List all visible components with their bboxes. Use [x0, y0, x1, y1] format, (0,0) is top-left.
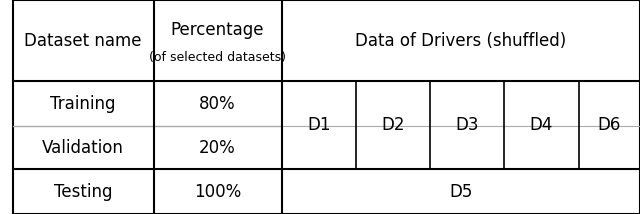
- Text: 80%: 80%: [199, 95, 236, 113]
- Text: 20%: 20%: [199, 139, 236, 157]
- Text: Data of Drivers (shuffled): Data of Drivers (shuffled): [355, 32, 566, 50]
- Text: Percentage: Percentage: [171, 21, 264, 39]
- Text: D3: D3: [456, 116, 479, 134]
- Text: Validation: Validation: [42, 139, 124, 157]
- Text: Training: Training: [51, 95, 116, 113]
- Text: D6: D6: [598, 116, 621, 134]
- Text: D4: D4: [530, 116, 553, 134]
- Text: (of selected datasets): (of selected datasets): [149, 51, 286, 64]
- Text: D2: D2: [381, 116, 404, 134]
- Text: D1: D1: [307, 116, 330, 134]
- Text: 100%: 100%: [194, 183, 241, 201]
- Text: D5: D5: [449, 183, 472, 201]
- Text: Testing: Testing: [54, 183, 113, 201]
- Text: Dataset name: Dataset name: [24, 32, 142, 50]
